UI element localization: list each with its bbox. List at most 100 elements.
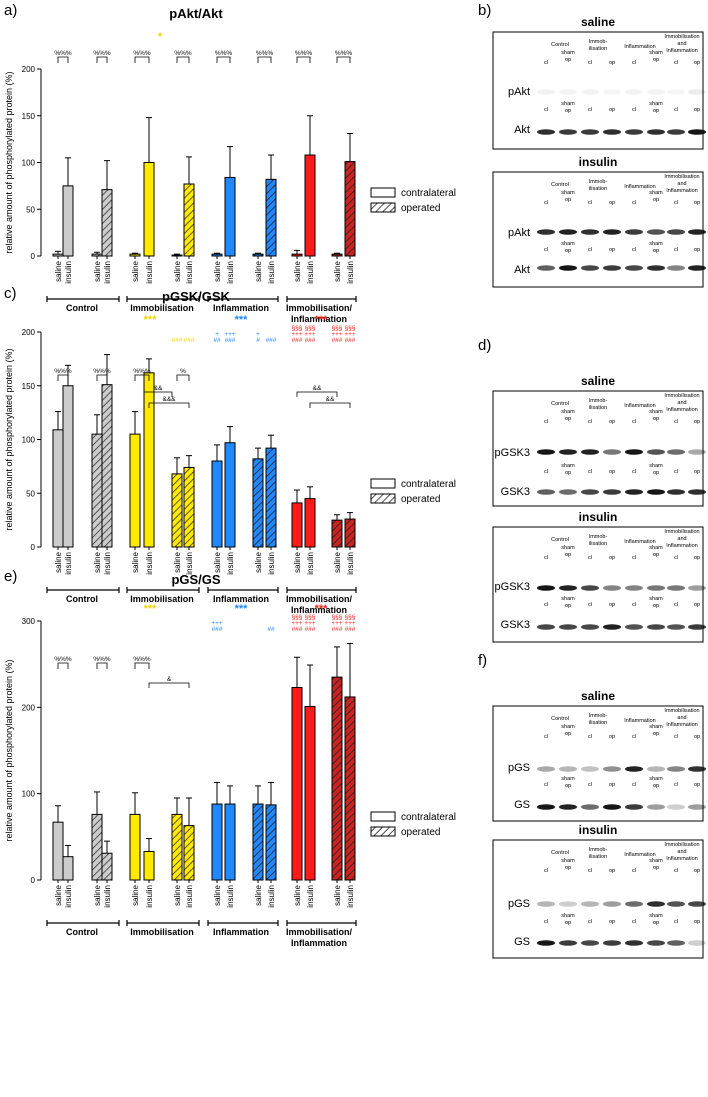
lane-label: cl [632,782,636,788]
blot-band [625,585,643,591]
blot-header-inflammation: Inflammation [624,184,656,190]
blot-band [537,489,555,495]
blot-band [625,489,643,495]
blot-title: saline [581,374,615,388]
lane-label: op [609,469,615,475]
blot-band [559,129,577,135]
blot-band [688,229,706,235]
blot-band [581,265,599,271]
lane-label: cl [544,919,548,925]
bar [304,498,316,548]
bar-significance-mark: §§§ [345,325,356,332]
lane-label: cl [632,919,636,925]
y-tick-label: 300 [22,617,36,626]
bar-label: insulin [267,885,276,908]
bar-significance-mark: +++ [291,331,303,338]
significance-stars: * [158,31,163,43]
y-tick-label: 100 [22,436,36,445]
blot-band [667,766,685,772]
group-label-inflammation: Inflammation [213,594,269,604]
bar [291,253,303,257]
lane-label: sham [561,101,575,107]
blot-header-immob: ilisation [589,46,607,52]
lane-label: sham [649,409,663,415]
lane-label: op [565,731,571,737]
group-label-immob-inflam-1: Immobilisation/ [286,303,353,313]
blot-panel-3: f) saline Control Immob-ilisation Inflammati… [478,652,706,959]
lane-label: sham [561,50,575,56]
blot-band [537,265,555,271]
bar-significance-mark: ### [305,337,316,344]
bar [331,676,343,881]
lane-label: op [609,782,615,788]
pair-mark: %%% [256,50,274,57]
bar-label: saline [213,551,222,572]
blot-band [688,804,706,810]
bar [171,254,183,257]
bar [101,852,113,881]
blot-header-ii: Inflammation [666,188,698,194]
lane-label: cl [588,734,592,740]
blot-band [603,804,621,810]
blot-row-label: GS [514,936,530,948]
lane-label: cl [588,247,592,253]
lane-label: cl [632,107,636,113]
bar-label: insulin [226,552,235,575]
blot-band [667,901,685,907]
blot-band [688,449,706,455]
bar-label: saline [333,551,342,572]
comparison-bracket [296,391,338,397]
blot-header-ii: and [677,849,686,855]
bar [224,176,236,257]
lane-label: cl [632,469,636,475]
chart-title: pGS/GS [171,572,220,587]
bar-label: insulin [306,261,315,284]
lane-label: op [694,782,700,788]
bar-significance-mark: ### [212,626,223,633]
blot-band [647,129,665,135]
bar [211,460,223,548]
blot-band [688,265,706,271]
lane-label: op [609,919,615,925]
bar-label: insulin [103,261,112,284]
blot-band [581,804,599,810]
blot-band [603,229,621,235]
blot-band [559,265,577,271]
bar-label: saline [254,260,263,281]
bar-label: insulin [103,885,112,908]
comparison-bracket [309,402,351,408]
lane-label: op [694,602,700,608]
lane-label: sham [649,190,663,196]
blot-band [667,265,685,271]
bar [265,447,277,548]
blot-header-immob: ilisation [589,720,607,726]
lane-label: cl [674,555,678,561]
blot-band [581,624,599,630]
bar-label: saline [293,260,302,281]
lane-label: op [694,469,700,475]
blot-band [647,624,665,630]
bar [211,803,223,881]
blot-band [581,489,599,495]
blot-band [688,89,706,95]
blot-title: insulin [579,155,618,169]
bar [265,804,277,881]
comparison-bracket [148,402,190,408]
bar-significance-mark: ## [267,626,275,633]
lane-label: sham [649,241,663,247]
blot-header-immob: Immob- [589,179,608,185]
y-axis-label: relative amount of phosphorylated protei… [4,348,14,530]
blot-header-immob: Immob- [589,39,608,45]
blot-band [688,489,706,495]
blot-frame [492,526,704,643]
blot-header-control: Control [551,42,569,48]
bar [52,253,64,257]
bar [291,686,303,881]
blot-band [603,940,621,946]
chart-panel-2: c) pGSK/GSK 0 50 100 150 200 relative amount of… [4,285,456,615]
group-label-immobilisation: Immobilisation [130,303,194,313]
lane-label: cl [588,419,592,425]
bar [91,813,103,881]
blot-band [559,229,577,235]
